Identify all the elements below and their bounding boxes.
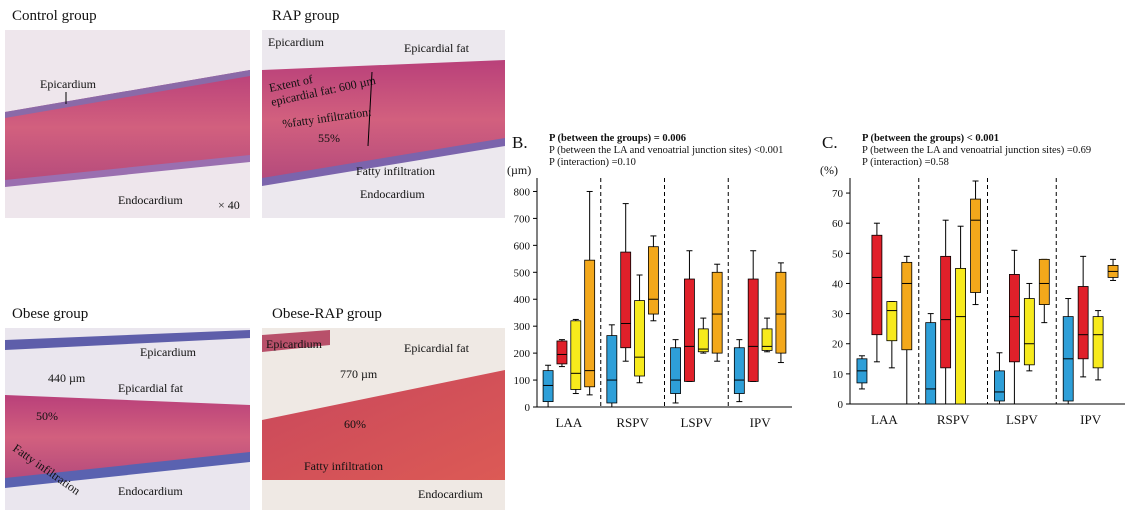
- annotation: Epicardial fat: [404, 341, 470, 355]
- annotation: Epicardium: [266, 337, 323, 351]
- panel-label: B.: [512, 133, 528, 152]
- box: [901, 261, 913, 351]
- panel-label: C.: [822, 133, 838, 152]
- y-tick-label: 800: [514, 186, 531, 198]
- y-axis-label: (µm): [507, 163, 531, 177]
- y-tick-label: 30: [832, 309, 844, 321]
- p-value-note: P (between the LA and venoatrial junctio…: [549, 145, 783, 156]
- histology-control: Control group Epicardium Endocardium × 4…: [5, 8, 250, 218]
- annotation: Fatty infiltration: [356, 164, 435, 178]
- box: [1092, 316, 1104, 369]
- x-tick-label: RSPV: [616, 415, 649, 430]
- histology-obese-rap: Obese-RAP group Epicardium Epicardial fa…: [262, 306, 505, 510]
- p-value-note: P (between the LA and venoatrial junctio…: [862, 145, 1091, 156]
- annotation: Epicardial fat: [404, 41, 470, 55]
- annotation: Endocardium: [418, 487, 483, 501]
- x-tick-label: LAA: [871, 412, 898, 427]
- box: [1009, 274, 1020, 363]
- box: [648, 246, 659, 315]
- annotation: 50%: [36, 409, 58, 423]
- box: [871, 234, 883, 336]
- x-tick-label: LSPV: [680, 415, 712, 430]
- p-value-note: P (interaction) =0.10: [549, 157, 636, 168]
- box: [886, 301, 898, 342]
- panel-title: Obese group: [12, 306, 88, 322]
- box: [684, 278, 695, 382]
- panel-title: Control group: [12, 8, 97, 24]
- y-axis-label: (%): [820, 163, 838, 177]
- box: [542, 370, 554, 403]
- y-tick-label: 100: [514, 375, 531, 387]
- annotation: Fatty infiltration: [304, 459, 383, 473]
- box: [994, 370, 1005, 402]
- y-tick-label: 20: [832, 339, 844, 351]
- x-tick-label: IPV: [1080, 412, 1102, 427]
- y-tick-label: 40: [832, 278, 844, 290]
- annotation: Endocardium: [118, 193, 183, 207]
- box: [1038, 258, 1050, 305]
- y-tick-label: 200: [514, 348, 531, 360]
- box: [711, 271, 723, 354]
- histology-rap: RAP group Epicardium Epicardial fat Exte…: [262, 8, 505, 218]
- annotation: 770 µm: [340, 367, 378, 381]
- histology-obese: Obese group Epicardium 440 µm Epicardial…: [5, 306, 250, 510]
- annotation: Epicardial fat: [118, 381, 184, 395]
- p-value-note: P (interaction) =0.58: [862, 157, 949, 168]
- box: [1077, 286, 1089, 360]
- annotation: Endocardium: [118, 484, 183, 498]
- y-tick-label: 70: [832, 188, 844, 200]
- box: [761, 328, 773, 351]
- box: [570, 320, 582, 390]
- box: [747, 278, 759, 382]
- annotation: 55%: [318, 131, 340, 145]
- y-tick-label: 500: [514, 267, 531, 279]
- panel-title: Obese-RAP group: [272, 306, 382, 322]
- box: [606, 335, 618, 404]
- annotation: Endocardium: [360, 187, 425, 201]
- box: [940, 255, 952, 369]
- box: [955, 267, 966, 405]
- p-value-note: P (between the groups) = 0.006: [549, 133, 686, 144]
- y-tick-label: 300: [514, 321, 531, 333]
- y-tick-label: 10: [832, 369, 844, 381]
- box: [733, 347, 745, 394]
- x-tick-label: LSPV: [1006, 412, 1038, 427]
- annotation: Epicardium: [40, 77, 97, 91]
- y-tick-label: 400: [514, 294, 531, 306]
- box: [634, 300, 645, 377]
- box: [970, 198, 981, 293]
- p-value-note: P (between the groups) < 0.001: [862, 133, 999, 144]
- box: [775, 271, 787, 354]
- box: [925, 322, 937, 405]
- box: [697, 328, 709, 353]
- box: [670, 347, 681, 394]
- y-tick-label: 50: [832, 248, 844, 260]
- box: [556, 340, 568, 365]
- box: [620, 251, 632, 349]
- x-tick-label: RSPV: [937, 412, 970, 427]
- x-tick-label: LAA: [556, 415, 583, 430]
- panel-title: RAP group: [272, 8, 339, 24]
- y-tick-label: 0: [525, 402, 531, 414]
- y-tick-label: 600: [514, 240, 531, 252]
- annotation: 440 µm: [48, 371, 86, 385]
- annotation: × 40: [218, 198, 240, 212]
- annotation: Epicardium: [268, 35, 325, 49]
- annotation: 60%: [344, 417, 366, 431]
- box: [1023, 298, 1035, 366]
- x-tick-label: IPV: [750, 415, 772, 430]
- y-tick-label: 0: [838, 399, 844, 411]
- box: [584, 259, 596, 388]
- annotation: Epicardium: [140, 345, 197, 359]
- y-tick-label: 700: [514, 213, 531, 225]
- y-tick-label: 60: [832, 218, 844, 230]
